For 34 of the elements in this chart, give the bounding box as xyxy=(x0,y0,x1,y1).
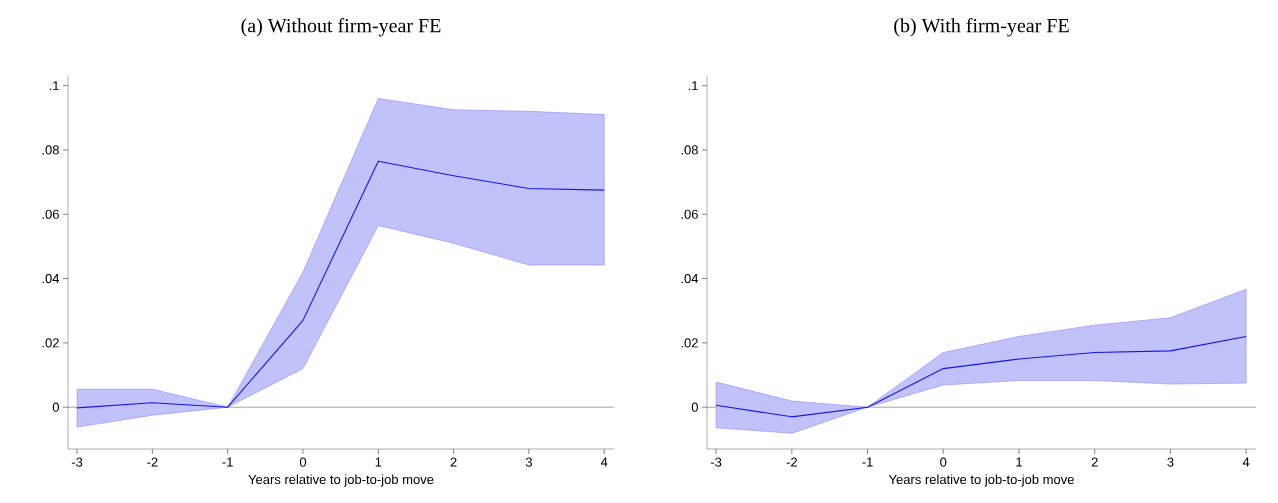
y-tick-label: .08 xyxy=(681,145,698,155)
x-axis-title: Years relative to job-to-job move xyxy=(248,474,434,487)
x-tick-label: -3 xyxy=(710,457,722,467)
x-tick-label: 4 xyxy=(600,457,608,467)
x-tick-label: 3 xyxy=(1167,457,1174,467)
line-series xyxy=(715,335,1247,418)
y-tick-label: .06 xyxy=(42,209,59,219)
x-tick-label: -2 xyxy=(147,457,158,467)
y-tick-label: .04 xyxy=(42,273,60,284)
chart-title: (a) Without firm-year FE xyxy=(241,18,441,37)
y-tick-label: .06 xyxy=(681,209,698,219)
x-tick-label: 3 xyxy=(525,457,532,467)
y-tick-label: 0 xyxy=(691,402,698,412)
y-tick-label: .1 xyxy=(688,81,698,91)
x-tick-label: 1 xyxy=(375,457,382,467)
x-tick-label: -3 xyxy=(71,457,83,467)
y-tick-label: .02 xyxy=(681,338,698,348)
x-tick-label: -2 xyxy=(786,457,797,467)
x-tick-label: 1 xyxy=(1016,457,1022,467)
y-tick-label: .02 xyxy=(42,338,59,348)
x-axis-title: Years relative to job-to-job move xyxy=(888,474,1074,487)
x-tick-label: 2 xyxy=(1091,457,1098,467)
x-tick-label: 2 xyxy=(450,457,457,467)
chart-title: (b) With firm-year FE xyxy=(894,18,1069,37)
y-tick-label: .08 xyxy=(42,145,59,155)
x-tick-label: -1 xyxy=(862,457,873,467)
x-tick-label: 0 xyxy=(299,457,307,467)
y-tick-label: 0 xyxy=(52,402,59,412)
line-series xyxy=(76,160,605,409)
y-tick-label: .1 xyxy=(49,81,59,91)
x-tick-label: -1 xyxy=(222,457,233,467)
x-tick-label: 0 xyxy=(940,457,947,467)
y-tick-label: .04 xyxy=(681,273,699,284)
x-tick-label: 4 xyxy=(1242,457,1250,467)
